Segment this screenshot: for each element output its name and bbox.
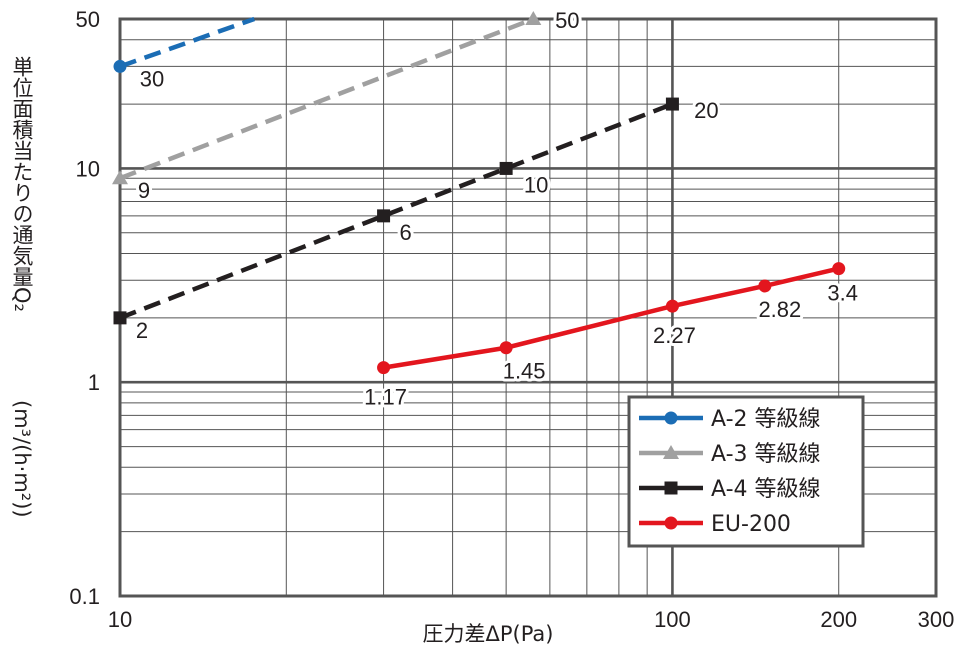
data-point bbox=[832, 262, 846, 276]
legend: A-2 等級線 A-3 等級線 A-4 等級線 EU-200 bbox=[627, 395, 865, 548]
data-label: 2 bbox=[136, 318, 148, 343]
data-label: 1.45 bbox=[503, 359, 546, 384]
data-label: 1.17 bbox=[364, 385, 407, 410]
plot-frame bbox=[118, 17, 938, 598]
data-label: 9 bbox=[138, 178, 150, 203]
x-tick-label: 100 bbox=[654, 607, 691, 632]
y-axis-unit: (m³/(h·m²)) bbox=[10, 400, 34, 518]
series-1: 9 50 bbox=[112, 5, 583, 206]
data-point bbox=[377, 361, 391, 375]
data-label: 30 bbox=[140, 66, 164, 91]
legend-item: EU-200 bbox=[639, 512, 791, 537]
data-label: 6 bbox=[399, 220, 411, 245]
series-line bbox=[119, 16, 256, 69]
data-point bbox=[499, 341, 513, 355]
x-axis-label: 圧力差ΔP(Pa) bbox=[422, 622, 553, 646]
legend-label: A-2 等級線 bbox=[711, 407, 821, 432]
legend-item: A-3 等級線 bbox=[639, 442, 821, 467]
legend-marker bbox=[664, 516, 678, 530]
y-tick-label: 0.1 bbox=[69, 584, 100, 609]
series-3: 1.17 1.45 2.27 2.82 3.4 bbox=[361, 262, 861, 413]
data-point bbox=[665, 299, 679, 313]
legend-marker bbox=[663, 445, 679, 459]
data-point bbox=[525, 11, 542, 25]
legend-label: A-3 等級線 bbox=[711, 442, 821, 467]
legend-label: A-4 等級線 bbox=[711, 477, 821, 502]
data-point bbox=[377, 209, 391, 223]
x-tick-label: 10 bbox=[108, 607, 132, 632]
y-tick-label: 10 bbox=[76, 156, 100, 181]
data-point bbox=[499, 161, 513, 175]
x-tick-label: 300 bbox=[918, 607, 955, 632]
data-point bbox=[758, 279, 772, 293]
legend-item: A-4 等級線 bbox=[639, 477, 821, 502]
legend-label: EU-200 bbox=[711, 512, 791, 537]
data-point bbox=[113, 311, 127, 325]
y-tick-label: 1 bbox=[88, 370, 100, 395]
legend-marker bbox=[664, 411, 678, 425]
tick-labels: 10 100 200 300 0.1 1 10 50 bbox=[69, 7, 954, 632]
legend-item: A-2 等級線 bbox=[639, 407, 821, 432]
data-label: 10 bbox=[524, 172, 548, 197]
legend-marker bbox=[664, 481, 678, 495]
series-2: 2 6 10 20 bbox=[113, 95, 722, 346]
data-point bbox=[665, 97, 679, 111]
series-0: 30 bbox=[113, 16, 256, 94]
data-label: 3.4 bbox=[827, 281, 858, 306]
series-line bbox=[119, 101, 674, 320]
data-point bbox=[112, 170, 128, 185]
data-label: 20 bbox=[694, 98, 718, 123]
data-label: 2.82 bbox=[758, 297, 801, 322]
data-label: 2.27 bbox=[653, 323, 696, 348]
y-axis-label: 単位面積当たりの通気量Q₂ bbox=[10, 56, 34, 312]
y-tick-label: 50 bbox=[76, 7, 100, 32]
x-tick-label: 200 bbox=[820, 607, 857, 632]
data-point bbox=[113, 59, 127, 73]
data-label: 50 bbox=[555, 8, 579, 33]
series-line bbox=[119, 16, 535, 181]
